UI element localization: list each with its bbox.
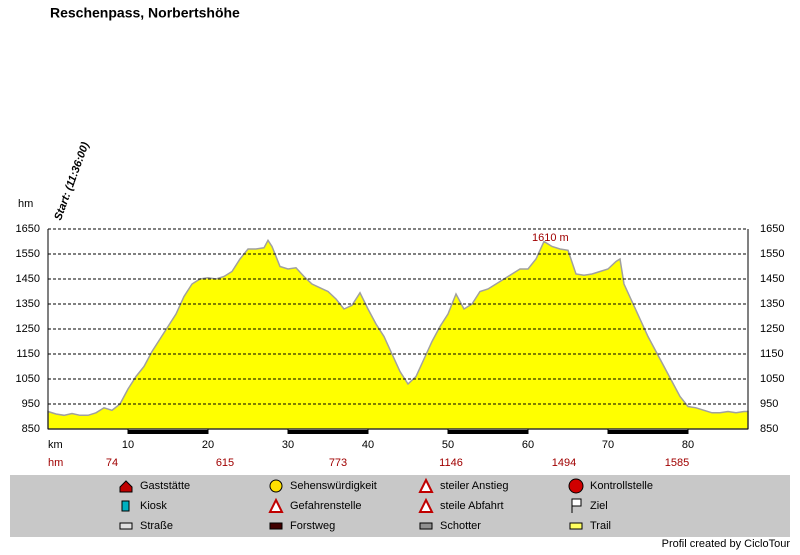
legend-label: Gefahrenstelle [290, 500, 362, 512]
y2-tick-label: 950 [760, 398, 778, 410]
legend-icon [119, 522, 133, 530]
y2-tick-label: 1350 [760, 298, 784, 310]
legend-label: Schotter [440, 520, 481, 532]
legend-label: steile Abfahrt [440, 500, 504, 512]
y2-tick-label: 1150 [760, 348, 784, 360]
profile-area [47, 238, 749, 430]
legend-icon [269, 479, 283, 493]
legend-box [10, 475, 790, 537]
x-tick-label: 30 [282, 439, 294, 451]
climb-value: 615 [216, 457, 234, 469]
x-tick-label: 50 [442, 439, 454, 451]
y-tick-label: 1250 [16, 323, 40, 335]
x-tick-label: 40 [362, 439, 374, 451]
climb-value: 773 [329, 457, 347, 469]
y-tick-label: 1050 [16, 373, 40, 385]
km-stripe [608, 430, 688, 434]
peak-annotation: 1610 m [532, 232, 569, 244]
legend-icon [568, 478, 584, 494]
legend-icon [269, 522, 283, 530]
km-stripe [448, 430, 528, 434]
y-tick-label: 1350 [16, 298, 40, 310]
legend-label: Sehenswürdigkeit [290, 480, 377, 492]
legend-icon [419, 522, 433, 530]
start-label: Start: (11:36:00) [52, 140, 92, 222]
km-stripe [128, 430, 208, 434]
x-tick-label: 60 [522, 439, 534, 451]
legend-label: Gaststätte [140, 480, 190, 492]
y-tick-label: 1150 [16, 348, 40, 360]
x-tick-label: 80 [682, 439, 694, 451]
y2-tick-label: 1250 [760, 323, 784, 335]
climb-value: 74 [106, 457, 118, 469]
legend-icon [571, 498, 582, 513]
climb-value: 1146 [439, 457, 463, 469]
y-axis-label: hm [18, 198, 33, 210]
y-tick-label: 850 [22, 423, 40, 435]
legend-label: Ziel [590, 500, 608, 512]
chart-title: Reschenpass, Norbertshöhe [50, 5, 240, 21]
legend-icon [418, 497, 434, 513]
legend-icon [121, 500, 130, 512]
climb-label: hm [48, 457, 63, 469]
legend-icon [268, 497, 284, 513]
legend-label: Kontrollstelle [590, 480, 653, 492]
legend-label: Forstweg [290, 520, 335, 532]
legend-label: steiler Anstieg [440, 480, 508, 492]
legend-label: Kiosk [140, 500, 167, 512]
climb-value: 1494 [552, 457, 576, 469]
x-tick-label: 10 [122, 439, 134, 451]
y2-tick-label: 850 [760, 423, 778, 435]
y2-tick-label: 1550 [760, 248, 784, 260]
legend-icon [569, 522, 583, 530]
legend-icon [418, 477, 434, 493]
y-tick-label: 1650 [16, 223, 40, 235]
legend-label: Trail [590, 520, 611, 532]
y2-tick-label: 1050 [760, 373, 784, 385]
legend-icon [119, 480, 133, 493]
y-tick-label: 1550 [16, 248, 40, 260]
x-axis-label: km [48, 439, 63, 451]
x-tick-label: 70 [602, 439, 614, 451]
y2-tick-label: 1450 [760, 273, 784, 285]
climb-value: 1585 [665, 457, 689, 469]
y2-tick-label: 1650 [760, 223, 784, 235]
y-tick-label: 1450 [16, 273, 40, 285]
y-tick-label: 950 [22, 398, 40, 410]
km-stripe [288, 430, 368, 434]
legend-label: Straße [140, 520, 173, 532]
x-tick-label: 20 [202, 439, 214, 451]
footer: Profil created by CicloTour [662, 538, 791, 550]
